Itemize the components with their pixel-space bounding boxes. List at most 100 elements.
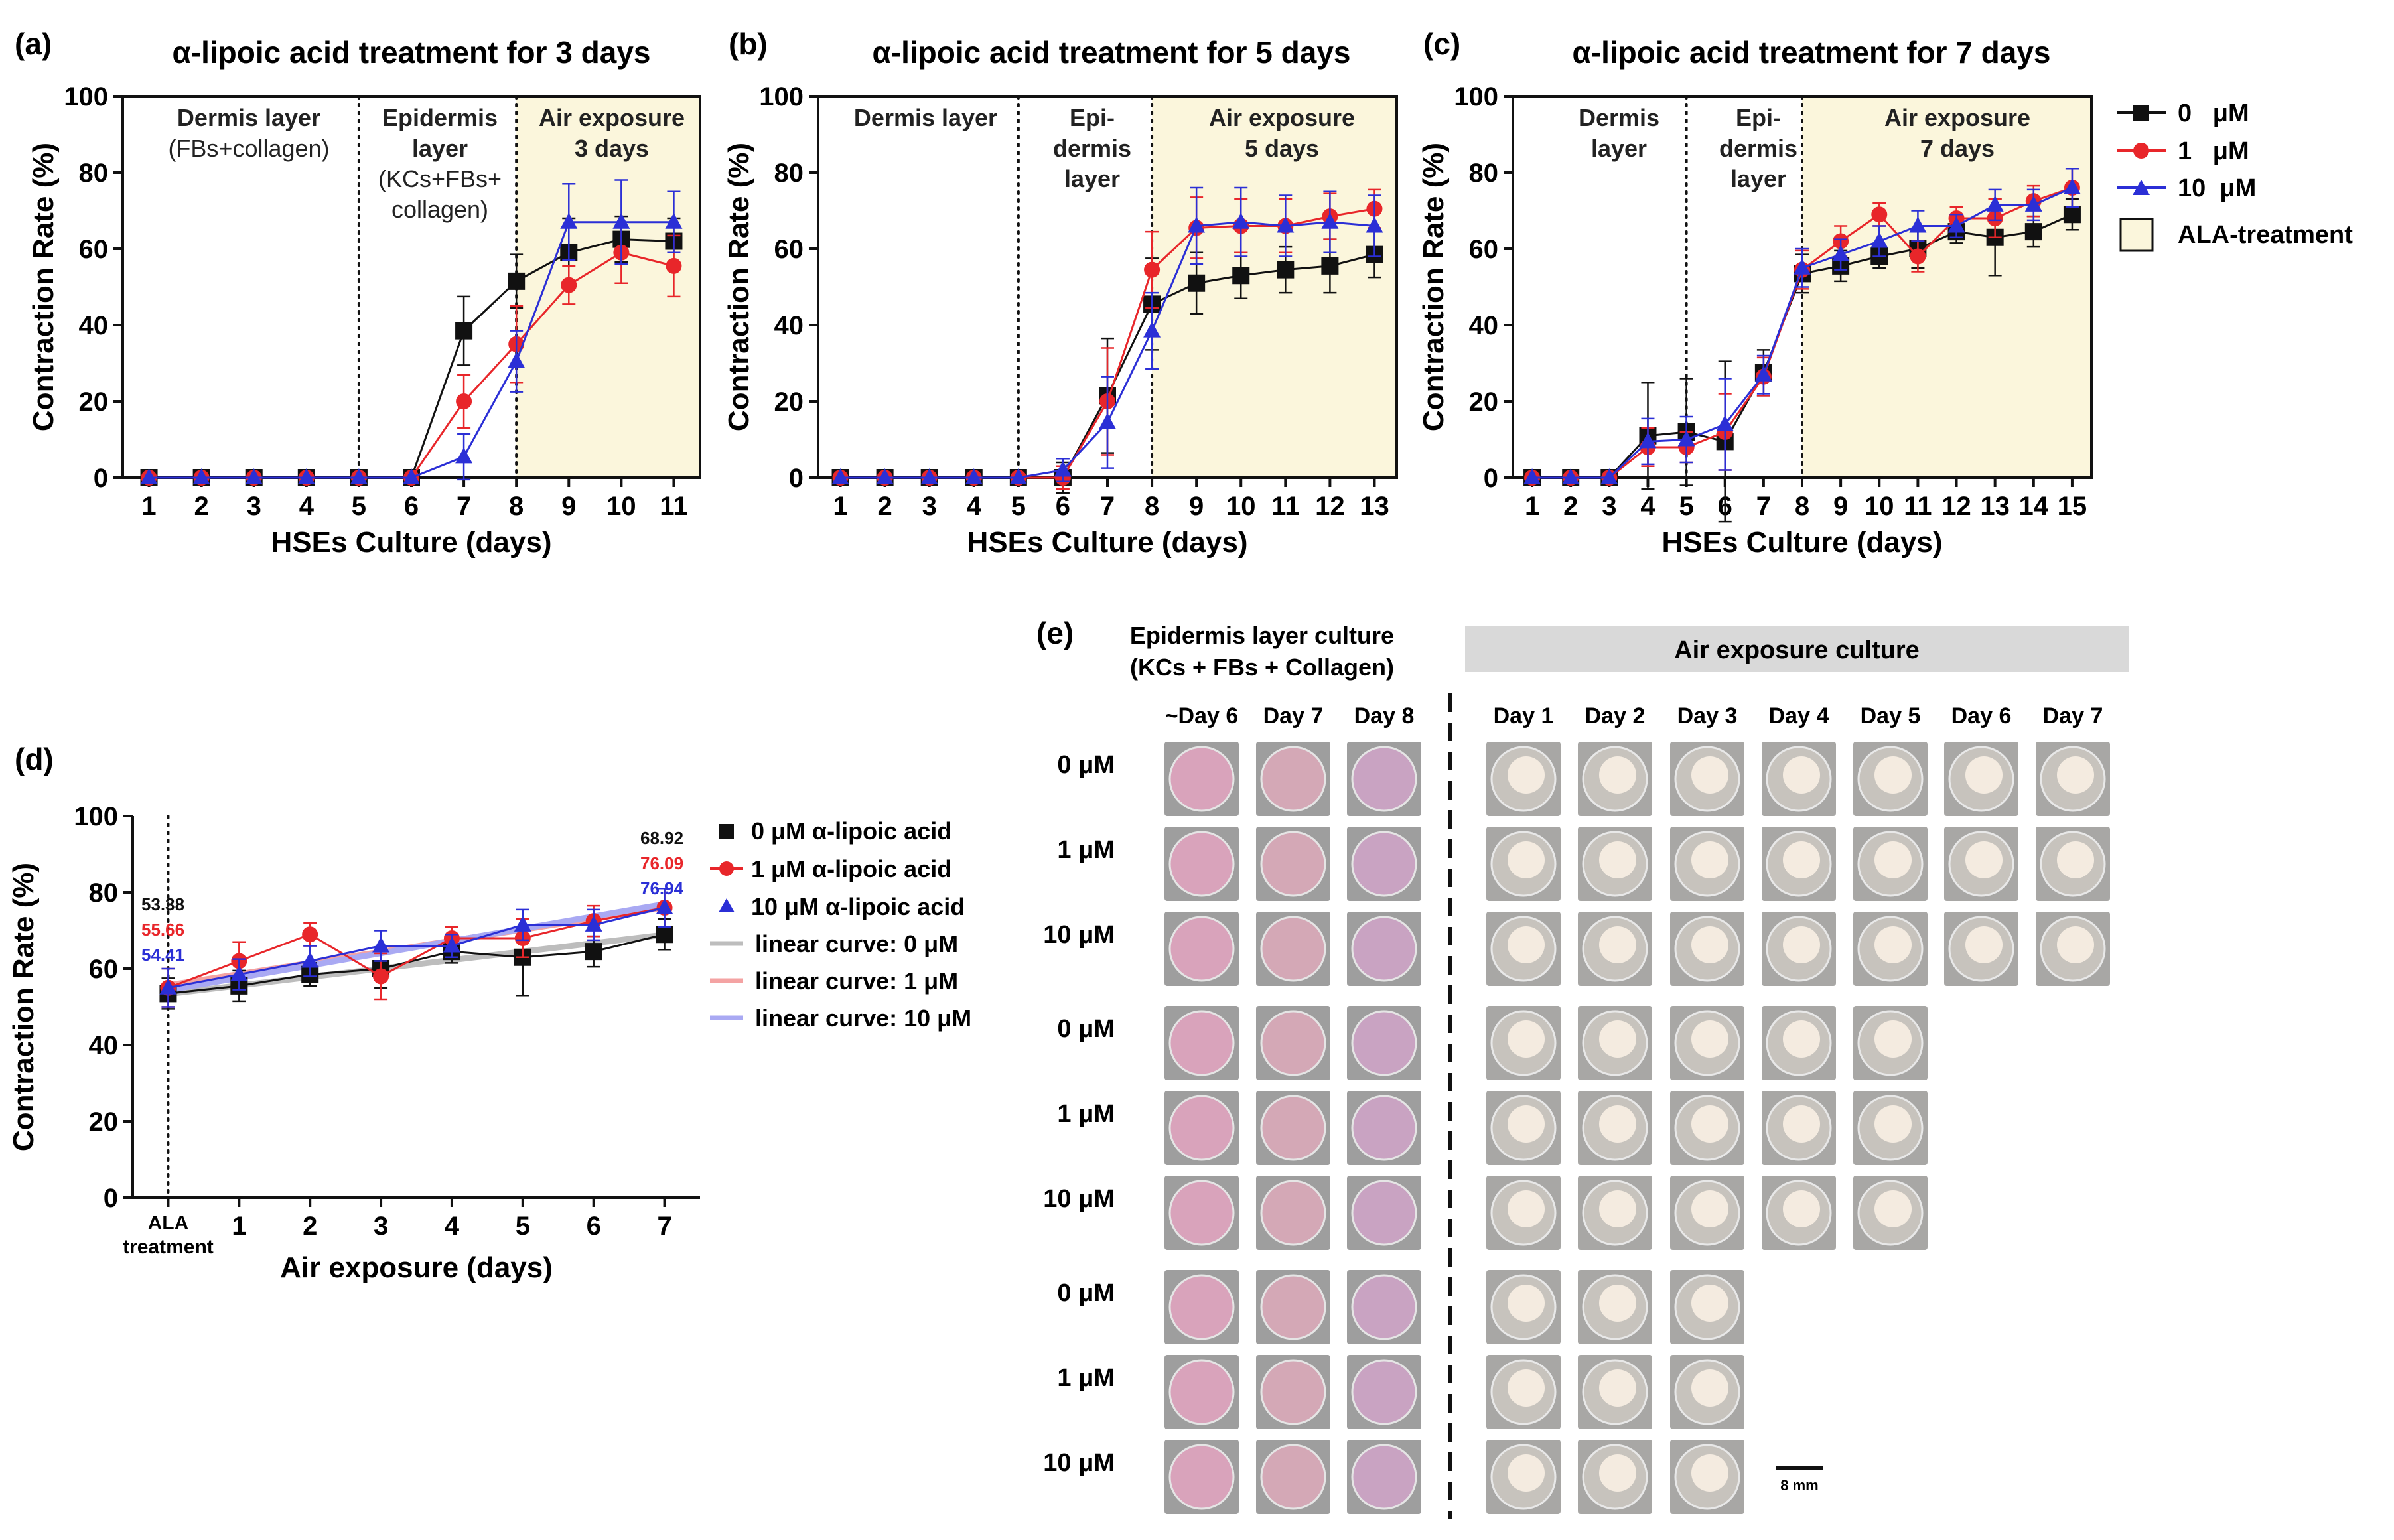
data-point-10um bbox=[1716, 415, 1734, 431]
x-tick-label: 6 bbox=[1056, 492, 1070, 521]
col-label-air: Day 5 bbox=[1861, 703, 1921, 729]
chart-a: 0 20 40 60 80 100 1 2 3 4 5 6 7 8 9 10 11 HSEs Culture (d… bbox=[27, 82, 701, 559]
x-tick-label: 7 bbox=[657, 1212, 671, 1241]
data-point-10um bbox=[1099, 413, 1116, 429]
well-tissue bbox=[1351, 1010, 1417, 1076]
data-point-10um bbox=[1366, 216, 1383, 233]
y-tick-label: 0 bbox=[1484, 464, 1498, 493]
data-point-10um bbox=[665, 212, 683, 229]
well-tissue bbox=[1508, 756, 1545, 794]
col-label-epi: Day 8 bbox=[1354, 703, 1415, 729]
well-tissue bbox=[1168, 1274, 1235, 1340]
y-tick-label: 20 bbox=[774, 387, 804, 417]
data-point-10um bbox=[1870, 232, 1888, 248]
data-point-10um bbox=[1143, 321, 1161, 338]
data-point-10um bbox=[514, 915, 531, 932]
x-axis-label: Air exposure (days) bbox=[280, 1251, 553, 1284]
x-tick-label: 3 bbox=[922, 492, 937, 521]
series-line-0um bbox=[168, 933, 665, 995]
well-tissue bbox=[1168, 1444, 1235, 1510]
y-tick-label: 40 bbox=[79, 311, 109, 340]
data-point-10um bbox=[1232, 212, 1250, 229]
panel-c-title: α-lipoic acid treatment for 7 days bbox=[1572, 35, 2050, 70]
x-tick-label: 8 bbox=[1145, 492, 1159, 521]
x-tick-label: 9 bbox=[561, 492, 576, 521]
row-label: 1 μM bbox=[1057, 1364, 1115, 1392]
header-air: Air exposure culture bbox=[1674, 636, 1920, 664]
x-tick-label: 6 bbox=[587, 1212, 601, 1241]
x-tick-label: 11 bbox=[1904, 492, 1932, 521]
well-tissue bbox=[1783, 1020, 1820, 1058]
well-tissue bbox=[1351, 831, 1417, 897]
well-tissue bbox=[2057, 756, 2094, 794]
annotation-start-1um: 55.66 bbox=[141, 920, 184, 940]
header-epidermis-2: (KCs + FBs + Collagen) bbox=[1130, 654, 1394, 681]
x-tick-label: 9 bbox=[1189, 492, 1204, 521]
well-tissue bbox=[1599, 1105, 1636, 1143]
well-tissue bbox=[1691, 1105, 1728, 1143]
panel-e: Epidermis layer culture (KCs + FBs + Col… bbox=[1043, 622, 2129, 1519]
data-point-0um bbox=[1188, 274, 1206, 292]
well-tissue bbox=[1599, 926, 1636, 963]
x-tick-label: 15 bbox=[2058, 492, 2087, 521]
well-tissue bbox=[1874, 1020, 1912, 1058]
data-point-0um bbox=[1321, 257, 1339, 275]
data-point-10um bbox=[192, 468, 210, 484]
well-tissue bbox=[1168, 746, 1235, 812]
stage-a-epi-2: layer bbox=[412, 135, 468, 162]
data-point-1um bbox=[666, 257, 682, 274]
y-tick-label: 100 bbox=[1454, 82, 1498, 111]
x-tick-label: 1 bbox=[1525, 492, 1539, 521]
data-point-0um bbox=[508, 272, 526, 290]
well-tissue bbox=[1691, 756, 1728, 794]
legend-d: 0 μM α-lipoic acid 1 μM α-lipoic acid 10… bbox=[710, 817, 971, 1032]
data-point-10um bbox=[403, 468, 420, 484]
y-tick-label: 40 bbox=[89, 1031, 119, 1060]
stage-a-epi-1: Epidermis bbox=[382, 104, 498, 131]
y-axis-label: Contraction Rate (%) bbox=[1417, 143, 1450, 431]
well-tissue bbox=[1691, 926, 1728, 963]
data-point-10um bbox=[245, 468, 263, 484]
data-point-1um bbox=[1871, 206, 1888, 223]
data-point-0um bbox=[656, 926, 673, 944]
stage-c-epi-3: layer bbox=[1730, 165, 1786, 192]
well-tissue bbox=[1508, 1369, 1545, 1407]
well-tissue bbox=[1599, 1454, 1636, 1492]
well-tissue bbox=[1599, 1020, 1636, 1058]
legend-shade-label: ALA-treatment bbox=[2178, 221, 2353, 249]
row-label: 0 μM bbox=[1057, 1279, 1115, 1307]
x-tick-label: 1 bbox=[833, 492, 847, 521]
well-tissue bbox=[1783, 1190, 1820, 1227]
stage-c-epi-2: dermis bbox=[1719, 135, 1797, 162]
data-point-10um bbox=[1947, 216, 1965, 233]
data-point-10um bbox=[297, 468, 315, 484]
legend-d-label-4: linear curve: 1 μM bbox=[755, 967, 958, 995]
stage-b-epi-3: layer bbox=[1064, 165, 1120, 192]
legend-marker-1 bbox=[2133, 143, 2149, 159]
air-exposure-shade bbox=[516, 96, 700, 478]
stage-labels-c: Dermis layer Epi- dermis layer Air expos… bbox=[1579, 104, 2030, 192]
y-tick-label: 40 bbox=[774, 311, 804, 340]
data-point-10um bbox=[350, 468, 368, 484]
well-tissue bbox=[1168, 1095, 1235, 1161]
x-tick-label: 13 bbox=[1360, 492, 1389, 521]
y-axis-label: Contraction Rate (%) bbox=[723, 143, 755, 431]
wells-grid: ~Day 6 Day 7 Day 8 Day 1 Day 2 Day 3 Day 4 Day … bbox=[1043, 703, 2110, 1514]
data-point-10um bbox=[1009, 468, 1027, 484]
well-tissue bbox=[1783, 1105, 1820, 1143]
panel-e-letter: (e) bbox=[1036, 616, 1074, 650]
x-tick-label: 7 bbox=[1100, 492, 1115, 521]
x-tick-label: 9 bbox=[1833, 492, 1848, 521]
y-tick-label: 100 bbox=[64, 82, 108, 111]
data-point-10um bbox=[159, 978, 177, 995]
stage-a-epi-3: (KCs+FBs+ bbox=[378, 165, 502, 192]
x-tick-label: 4 bbox=[445, 1212, 460, 1241]
data-point-10um bbox=[372, 936, 390, 953]
well-tissue bbox=[1783, 841, 1820, 878]
data-point-10um bbox=[1639, 432, 1657, 449]
data-point-1um bbox=[1144, 261, 1161, 278]
data-point-10um bbox=[455, 447, 473, 464]
legend-shade-box bbox=[2119, 218, 2154, 252]
y-tick-label: 80 bbox=[1469, 159, 1499, 188]
